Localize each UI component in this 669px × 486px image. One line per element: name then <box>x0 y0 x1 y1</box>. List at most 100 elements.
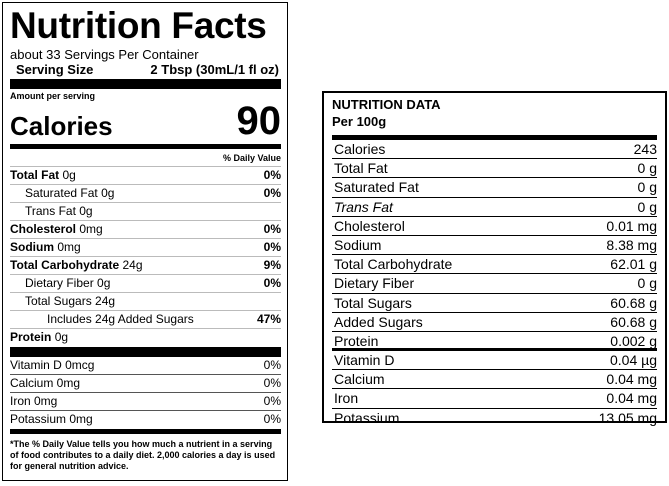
nutrient-row-total-carbohydrate: Total Carbohydrate 24g 9% <box>10 257 281 275</box>
nutrient-amount: 0g <box>54 330 69 344</box>
serving-size-label: Serving Size <box>16 62 94 77</box>
row-name: Vitamin D <box>334 352 395 369</box>
row-value: 0 g <box>637 275 657 292</box>
nutrient-dv: 9% <box>263 258 281 272</box>
vitamin-name: Calcium 0mg <box>10 376 81 390</box>
vitamin-row-iron: Iron 0mg 0% <box>10 393 281 411</box>
nutrient-amount: 0g <box>79 204 93 218</box>
serving-size-row: Serving Size 2 Tbsp (30mL/1 fl oz) <box>10 62 281 77</box>
vitamin-name: Vitamin D 0mcg <box>10 358 95 372</box>
vitamin-name: Iron 0mg <box>10 394 58 408</box>
calories-row: Calories 90 <box>10 101 281 141</box>
vitamin-dv: 0% <box>263 376 281 390</box>
table-row: Calcium 0.04 mg <box>332 370 657 390</box>
row-name: Calories <box>334 141 386 157</box>
table-thick-divider <box>332 135 657 140</box>
row-name: Dietary Fiber <box>334 275 415 292</box>
calories-value: 90 <box>236 99 282 143</box>
table-row: Cholesterol 0.01 mg <box>332 217 657 236</box>
nutrient-amount: 0g <box>101 186 115 200</box>
daily-value-footnote: *The % Daily Value tells you how much a … <box>10 439 276 471</box>
row-name: Total Carbohydrate <box>334 256 453 273</box>
table-row: Calories 243 <box>332 140 657 160</box>
row-name: Iron <box>334 390 359 407</box>
nutrient-name: Total Fat <box>10 168 60 182</box>
row-value: 60.68 g <box>610 294 657 311</box>
row-value: 0.002 g <box>610 332 657 349</box>
nutrient-amount: 24g <box>122 258 143 272</box>
row-name: Potassium <box>334 409 400 426</box>
vitamin-name: Potassium 0mg <box>10 412 93 426</box>
table-row: Saturated Fat 0 g <box>332 178 657 198</box>
table-row: Trans Fat 0 g <box>332 198 657 217</box>
nutrient-row-cholesterol: Cholesterol 0mg 0% <box>10 221 281 239</box>
table-header: NUTRITION DATA Per 100g <box>332 93 657 135</box>
servings-per-container: about 33 Servings Per Container <box>10 47 199 62</box>
table-row: Total Carbohydrate 62.01 g <box>332 255 657 275</box>
nutrient-name: Total Sugars <box>25 294 92 308</box>
vitamin-dv: 0% <box>263 394 281 408</box>
thick-divider <box>10 79 281 89</box>
table-row: Added Sugars 60.68 g <box>332 313 657 332</box>
nutrient-amount: 0g <box>97 276 111 290</box>
nutrient-amount: 0mg <box>57 240 81 254</box>
row-name: Added Sugars <box>334 313 423 330</box>
thick-divider <box>10 347 281 357</box>
nutrient-name: Total Carbohydrate <box>10 258 120 272</box>
vitamin-dv: 0% <box>263 412 281 426</box>
medium-divider <box>10 144 281 149</box>
table-row: Dietary Fiber 0 g <box>332 274 657 294</box>
row-value: 0 g <box>637 160 657 177</box>
label-title: Nutrition Facts <box>10 5 267 46</box>
vitamin-row-vitamin-d: Vitamin D 0mcg 0% <box>10 357 281 375</box>
daily-value-header: % Daily Value <box>10 149 281 167</box>
medium-divider <box>10 429 281 434</box>
table-row: Sodium 8.38 mg <box>332 236 657 256</box>
row-name: Saturated Fat <box>334 179 419 196</box>
nutrient-row-added-sugars: Includes 24g Added Sugars 47% <box>10 311 281 329</box>
row-name: Cholesterol <box>334 217 405 234</box>
row-value: 0.01 mg <box>606 217 657 234</box>
nutrient-amount: 0mg <box>79 222 103 236</box>
nutrient-row-protein: Protein 0g <box>10 329 281 347</box>
row-value: 8.38 mg <box>606 236 657 253</box>
amount-per-serving: Amount per serving <box>10 91 96 101</box>
row-value: 13.05 mg <box>598 409 657 426</box>
row-name: Total Sugars <box>334 294 412 311</box>
nutrient-name: Sodium <box>10 240 54 254</box>
row-name: Calcium <box>334 371 385 388</box>
row-name: Trans Fat <box>334 198 393 215</box>
nutrient-name: Includes 24g Added Sugars <box>47 312 194 326</box>
nutrient-amount: 0g <box>62 168 76 182</box>
row-name: Sodium <box>334 236 382 253</box>
nutrient-dv: 0% <box>263 222 281 236</box>
table-row: Iron 0.04 mg <box>332 389 657 409</box>
row-value: 0 g <box>637 198 657 215</box>
vitamin-row-potassium: Potassium 0mg 0% <box>10 411 281 429</box>
nutrition-data-table: NUTRITION DATA Per 100g Calories 243 Tota… <box>322 91 667 426</box>
row-value: 60.68 g <box>610 313 657 330</box>
row-name: Total Fat <box>334 160 388 177</box>
row-value: 62.01 g <box>610 256 657 273</box>
row-name: Protein <box>334 332 379 349</box>
table-title: NUTRITION DATA <box>332 97 441 112</box>
nutrient-dv: 0% <box>263 240 281 254</box>
nutrient-name: Dietary Fiber <box>25 276 94 290</box>
nutrient-dv: 47% <box>256 312 281 326</box>
table-row: Vitamin D 0.04 µg <box>332 351 657 371</box>
table-row: Total Sugars 60.68 g <box>332 294 657 313</box>
table-row: Potassium 13.05 mg <box>332 409 657 428</box>
nutrient-row-total-fat: Total Fat 0g 0% <box>10 167 281 185</box>
nutrient-dv: 0% <box>263 168 281 182</box>
nutrient-row-saturated-fat: Saturated Fat 0g 0% <box>10 185 281 203</box>
nutrient-row-trans-fat: Trans Fat 0g <box>10 203 281 221</box>
row-value: 0.04 µg <box>610 352 657 369</box>
table-row: Protein 0.002 g <box>332 332 657 352</box>
nutrient-name: Protein <box>10 330 52 344</box>
vitamin-dv: 0% <box>263 358 281 372</box>
nutrition-facts-label: Nutrition Facts about 33 Servings Per Co… <box>2 2 288 481</box>
nutrient-row-sodium: Sodium 0mg 0% <box>10 239 281 257</box>
nutrient-row-total-sugars: Total Sugars 24g <box>10 293 281 311</box>
nutrient-dv: 0% <box>263 276 281 290</box>
row-value: 0 g <box>637 179 657 196</box>
